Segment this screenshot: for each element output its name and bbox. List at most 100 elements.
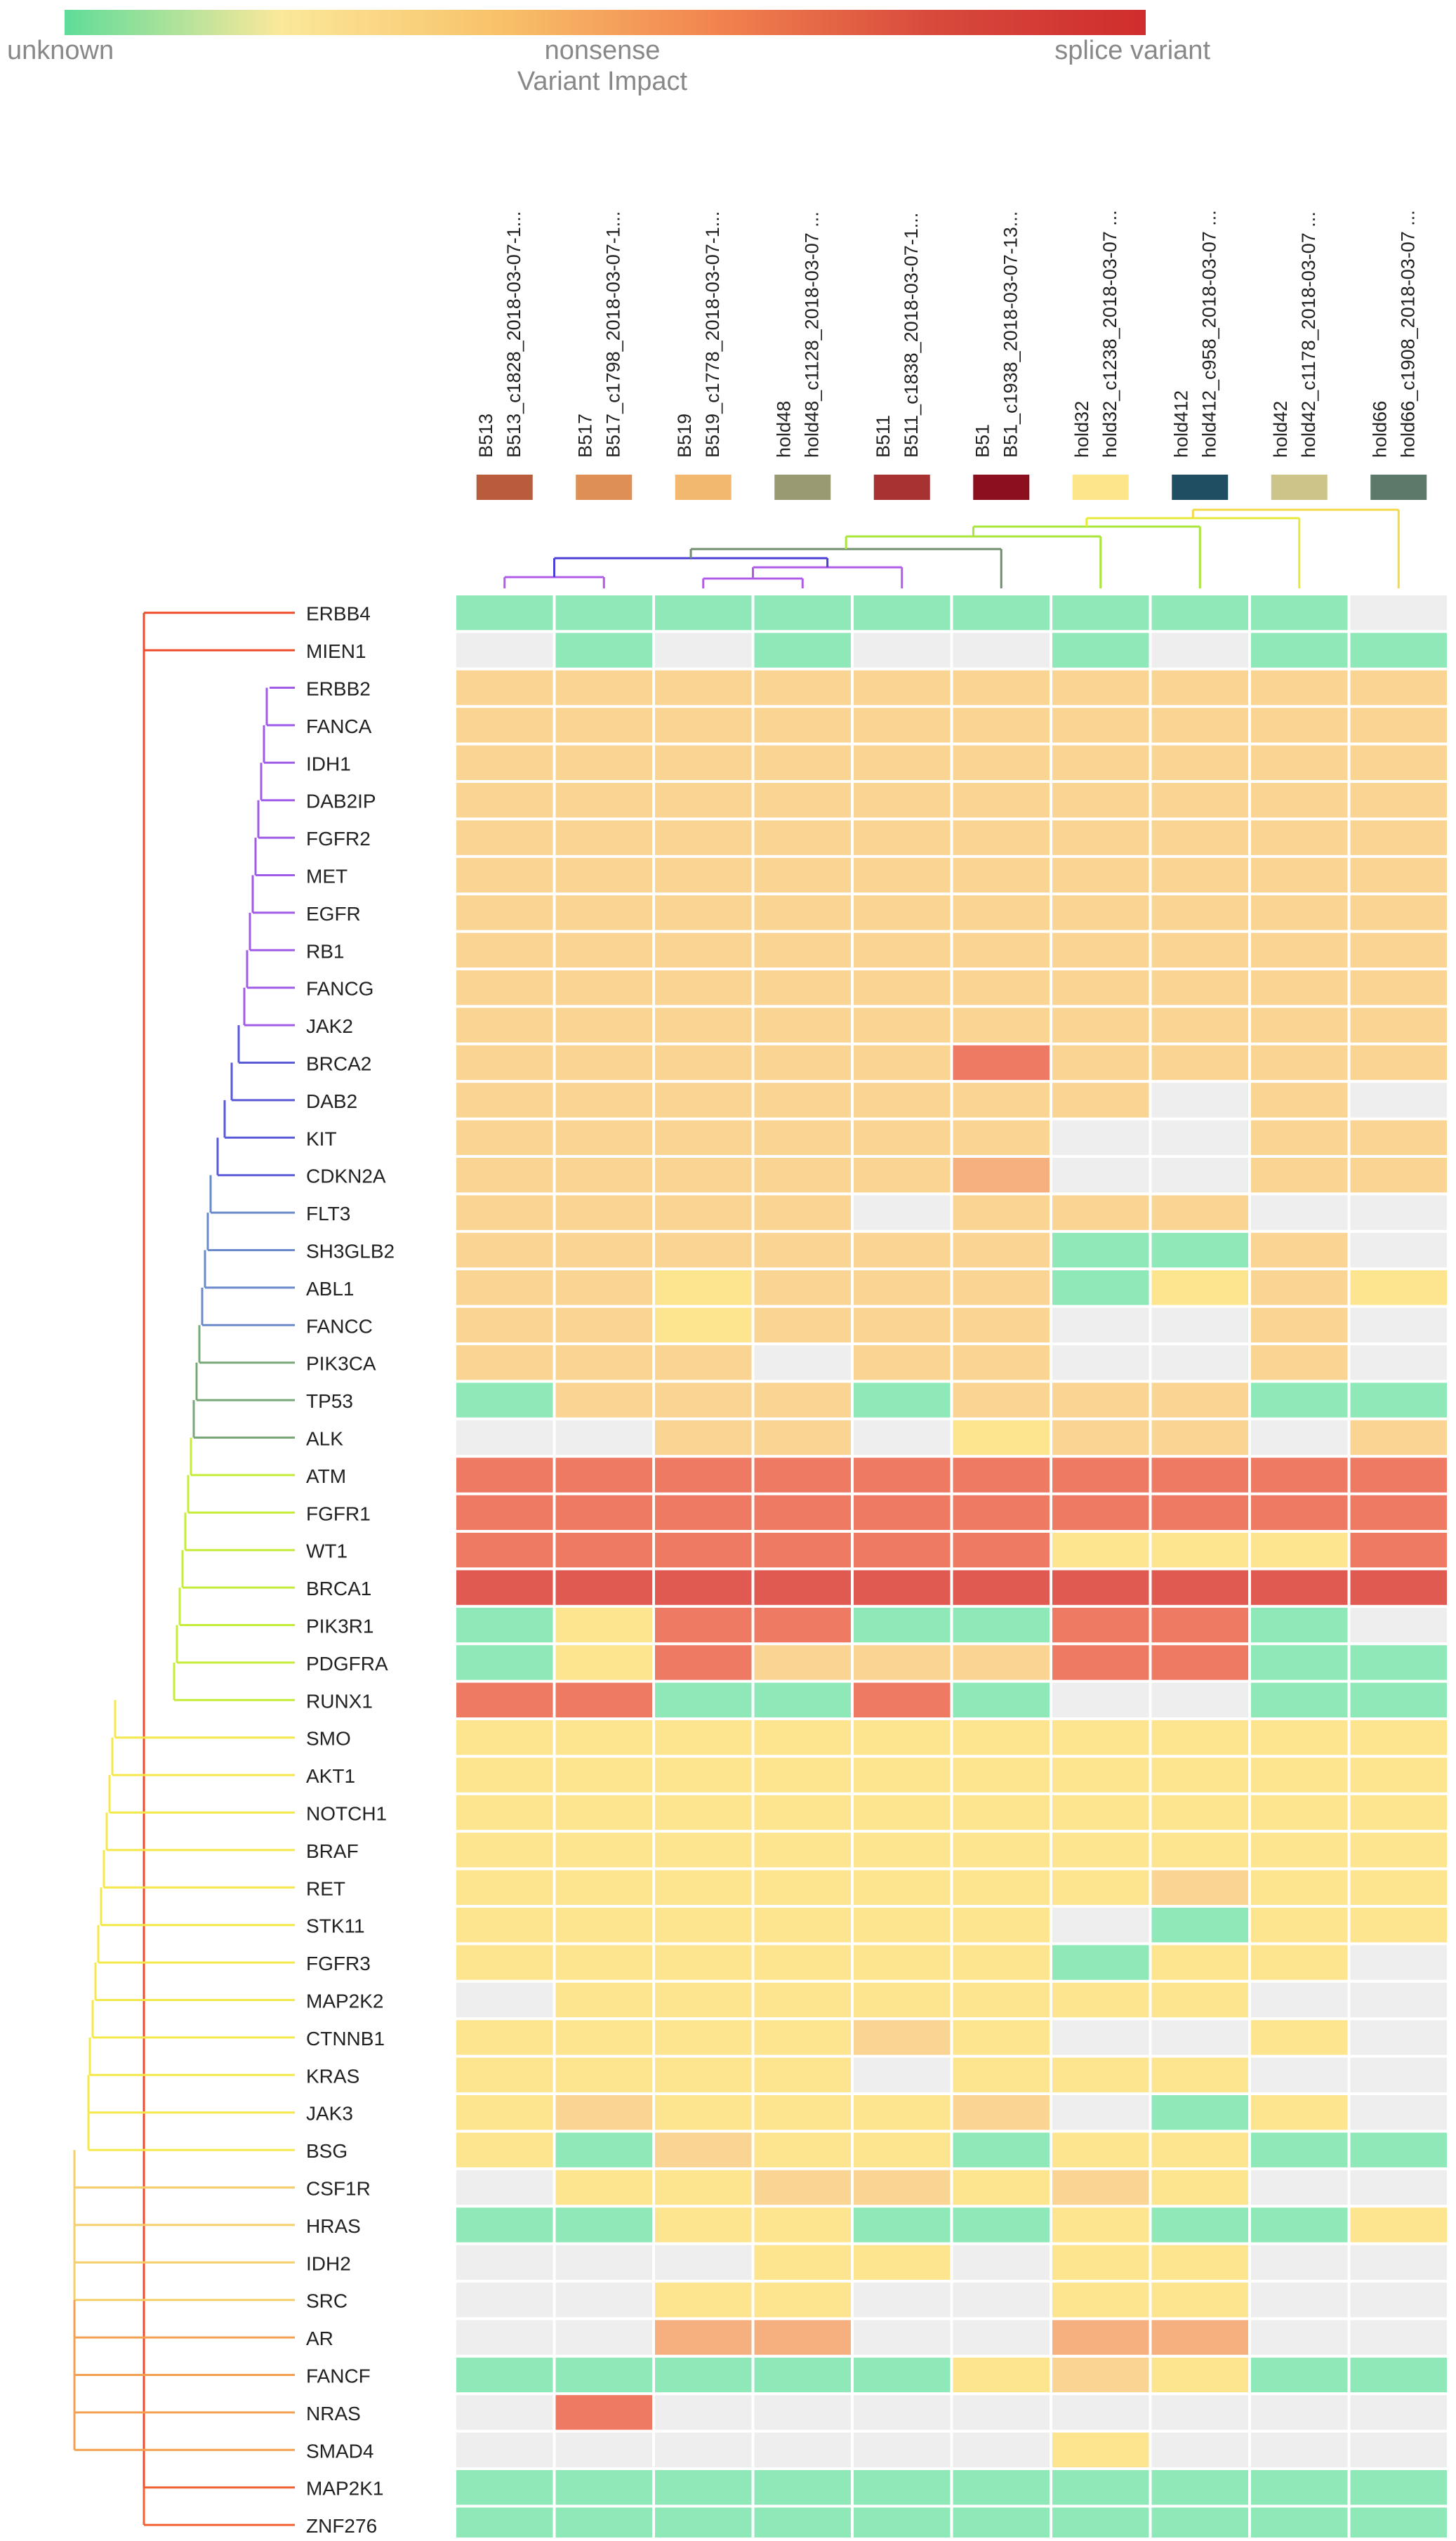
heatmap-cell [1052,1120,1149,1155]
heatmap-cell [754,2357,851,2393]
heatmap-cell [1251,2057,1348,2092]
heatmap-cell [655,1757,752,1793]
heatmap-cell [1151,2095,1248,2130]
heatmap-cell [854,895,951,930]
heatmap-cell [1251,2507,1348,2541]
heatmap-cell [655,932,752,968]
heatmap-cell [854,1045,951,1081]
heatmap-cell [754,633,851,668]
heatmap-cell [1350,1382,1447,1418]
heatmap-cell [953,1083,1050,1118]
heatmap-cell [1052,2470,1149,2505]
heatmap-cell [456,1982,553,2018]
heatmap-cell [953,670,1050,706]
heatmap-cell [1052,1607,1149,1643]
heatmap-cell [754,2095,851,2130]
heatmap-cell [1350,1083,1447,1118]
heatmap-cell [655,633,752,668]
gene-label: KRAS [306,2065,359,2087]
heatmap-cell [854,2395,951,2430]
heatmap-cell [456,2320,553,2355]
heatmap-cell [555,1458,652,1493]
heatmap-cell [1251,1158,1348,1193]
heatmap-cell [1350,2395,1447,2430]
heatmap-cell [655,1495,752,1530]
heatmap-cell [655,595,752,631]
heatmap-cell [754,1458,851,1493]
heatmap-cell [555,1757,652,1793]
gene-label: WT1 [306,1540,348,1562]
heatmap-cell [655,1083,752,1118]
gene-label: DAB2 [306,1090,357,1112]
heatmap-cell [754,2170,851,2205]
heatmap-cell [1350,1045,1447,1081]
heatmap-cell [1052,595,1149,631]
heatmap-cell [1350,2470,1447,2505]
gene-label: CDKN2A [306,1166,386,1187]
heatmap-cell [754,2320,851,2355]
heatmap-cell [555,895,652,930]
heatmap-cell [1052,1795,1149,1830]
heatmap-cell [754,745,851,780]
heatmap-cell [854,2507,951,2541]
heatmap-cell [953,2245,1050,2280]
heatmap-cell [953,1757,1050,1793]
heatmap-cell [1350,1682,1447,1717]
heatmap-cell [1251,2283,1348,2318]
legend-gradient-bar [65,10,1146,35]
heatmap-cell [456,1158,553,1193]
heatmap-cell [1151,1083,1248,1118]
heatmap-cell [754,1083,851,1118]
heatmap-cell [854,2432,951,2467]
heatmap-cell [1052,1345,1149,1380]
heatmap-cell [1052,1083,1149,1118]
heatmap-cell [456,1833,553,1868]
heatmap-cell [456,2507,553,2541]
legend-label-nonsense: nonsense [545,36,661,65]
heatmap-cell [1052,1495,1149,1530]
heatmap-cell [456,2357,553,2393]
heatmap-cell [953,2507,1050,2541]
heatmap-cell [854,857,951,893]
sample-label: B511 [873,415,894,458]
heatmap-cell [754,1495,851,1530]
heatmap-cell [655,1382,752,1418]
heatmap-cells [456,595,1447,2541]
heatmap-cell [555,1570,652,1605]
heatmap-cell [1151,2132,1248,2167]
sample-swatch [1271,475,1328,500]
heatmap-cell [555,1158,652,1193]
heatmap-cell [1151,1720,1248,1755]
heatmap-cell [1151,895,1248,930]
heatmap-cell [754,932,851,968]
heatmap-cell [655,2470,752,2505]
heatmap-cell [655,1833,752,1868]
heatmap-cell [1251,1533,1348,1568]
heatmap-cell [1251,1120,1348,1155]
heatmap-cell [655,2132,752,2167]
heatmap-cell [655,1533,752,1568]
sample-label: B511_c1838_2018-03-07-1... [901,213,922,458]
sample-labels: B513 B513_c1828_2018-03-07-1... B517 B517_c… [475,210,1419,458]
heatmap-cell [456,2432,553,2467]
heatmap-cell [953,895,1050,930]
heatmap-cell [1350,2095,1447,2130]
heatmap-cell [854,2245,951,2280]
heatmap-cell [655,2320,752,2355]
heatmap-cell [1251,970,1348,1005]
heatmap-cell [854,1757,951,1793]
heatmap-cell [456,1908,553,1943]
heatmap-cell [1151,1870,1248,1905]
heatmap-cell [456,1945,553,1980]
heatmap-cell [854,1270,951,1305]
heatmap-cell [1151,2207,1248,2243]
heatmap-cell [1052,2020,1149,2055]
heatmap-cell [1251,1908,1348,1943]
heatmap-cell [1052,2320,1149,2355]
heatmap-cell [555,1795,652,1830]
heatmap-cell [1151,1908,1248,1943]
heatmap-cell [456,2020,553,2055]
heatmap-cell [555,857,652,893]
heatmap-cell [456,1420,553,1456]
gene-label: MET [306,866,348,887]
